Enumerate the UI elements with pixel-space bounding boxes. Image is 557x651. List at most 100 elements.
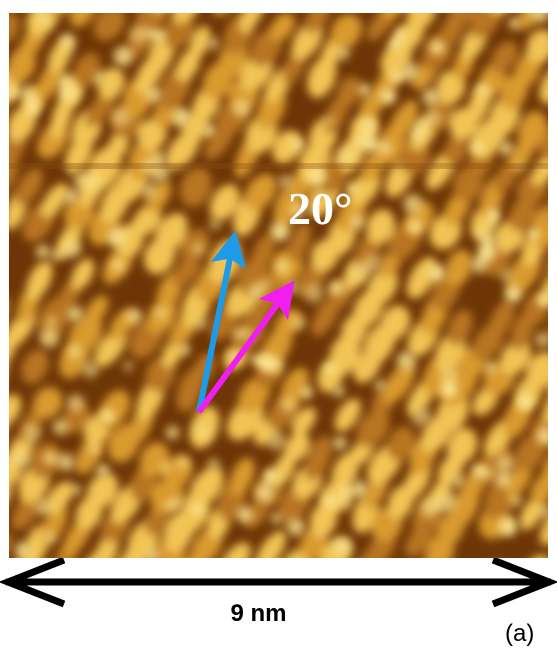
stm-bright-spot bbox=[306, 166, 327, 186]
stm-row-segment bbox=[269, 13, 295, 42]
stm-row-segment bbox=[21, 349, 49, 384]
stm-row-segment bbox=[304, 13, 331, 34]
stm-bright-spot bbox=[35, 244, 50, 259]
stm-bright-spot bbox=[498, 517, 518, 537]
stm-row-segment bbox=[45, 481, 74, 514]
stm-bright-spot bbox=[407, 219, 423, 235]
stm-bright-spot bbox=[202, 124, 215, 137]
stm-row-segment bbox=[525, 352, 548, 390]
stm-bright-spot bbox=[100, 409, 115, 423]
stm-row-segment bbox=[367, 13, 399, 41]
stm-row-segment bbox=[281, 367, 309, 407]
stm-bright-spot bbox=[336, 147, 356, 166]
stm-bright-spot bbox=[510, 494, 522, 507]
stm-bright-spot bbox=[377, 140, 393, 156]
stm-row-segment bbox=[304, 436, 332, 481]
stm-row-segment bbox=[244, 173, 277, 211]
stm-row-segment bbox=[93, 13, 126, 41]
stm-row-segment bbox=[470, 13, 504, 38]
stm-bright-spot bbox=[419, 498, 439, 518]
stm-bright-spot bbox=[514, 161, 525, 172]
stm-bright-spot bbox=[158, 461, 172, 475]
scale-label-row: 9 nm bbox=[0, 602, 557, 626]
stm-row-segment bbox=[380, 305, 411, 340]
stm-bright-spot bbox=[236, 506, 253, 523]
stm-bright-spot bbox=[63, 188, 79, 205]
stm-bright-spot bbox=[470, 140, 485, 154]
stm-bright-spot bbox=[126, 308, 143, 325]
stm-bright-spot bbox=[206, 37, 220, 50]
stm-bright-spot bbox=[337, 46, 350, 60]
stm-bright-spot bbox=[440, 381, 458, 399]
stm-bright-spot bbox=[113, 46, 134, 66]
stm-row-segment bbox=[173, 254, 201, 287]
stm-bright-spot bbox=[45, 316, 57, 328]
stm-row-segment bbox=[15, 168, 43, 206]
stm-row-segment bbox=[26, 260, 53, 301]
stm-bright-spot bbox=[333, 386, 345, 397]
stm-bright-spot bbox=[439, 366, 459, 386]
stm-row-segment bbox=[9, 13, 20, 44]
stm-row-segment bbox=[539, 64, 548, 104]
stm-row-segment bbox=[531, 204, 548, 250]
stm-bright-spot bbox=[396, 351, 416, 371]
stm-row-segment bbox=[366, 209, 395, 244]
stm-row-segment bbox=[146, 181, 172, 213]
stm-bright-spot bbox=[517, 393, 534, 410]
stm-bright-spot bbox=[379, 88, 396, 105]
stm-row-segment bbox=[255, 530, 286, 558]
stm-bright-spot bbox=[165, 425, 180, 440]
stm-image bbox=[9, 13, 548, 558]
stm-bright-spot bbox=[35, 498, 53, 517]
stm-bright-spot bbox=[209, 218, 221, 230]
scale-bar bbox=[0, 558, 557, 608]
stm-bright-spot bbox=[270, 512, 282, 525]
stm-row-segment bbox=[239, 13, 267, 34]
stm-bright-spot bbox=[275, 259, 291, 274]
stm-row-segment bbox=[330, 13, 362, 50]
stm-row-segment bbox=[209, 184, 240, 221]
stm-bright-spot bbox=[149, 162, 170, 183]
panel-label: (a) bbox=[505, 620, 535, 647]
stm-bright-spot bbox=[496, 454, 515, 473]
stm-bright-spot bbox=[289, 137, 304, 151]
stm-bright-spot bbox=[476, 82, 492, 99]
stm-row-segment bbox=[382, 363, 415, 404]
stm-bright-spot bbox=[304, 284, 324, 304]
stm-bright-spot bbox=[176, 456, 190, 470]
stm-bright-spot bbox=[107, 227, 127, 247]
stm-bright-spot bbox=[403, 193, 423, 213]
stm-bright-spot bbox=[358, 116, 377, 134]
stm-row-segment bbox=[490, 41, 518, 73]
stm-row-segment bbox=[407, 13, 436, 29]
stm-row-segment bbox=[40, 183, 69, 218]
stm-bright-spot bbox=[430, 40, 445, 55]
stm-row-segment bbox=[179, 167, 212, 207]
stm-bright-spot bbox=[110, 107, 131, 127]
stm-row-segment bbox=[163, 13, 194, 49]
stm-row-segment bbox=[539, 505, 548, 546]
stm-row-segment bbox=[539, 124, 548, 161]
angle-label: 20° bbox=[288, 183, 353, 234]
stm-bright-spot bbox=[339, 497, 352, 511]
stm-row-segment bbox=[219, 542, 251, 558]
stm-row-segment bbox=[530, 473, 548, 506]
stm-bright-spot bbox=[399, 62, 419, 82]
stm-row-segment bbox=[71, 258, 95, 290]
stm-row-segment bbox=[444, 132, 469, 166]
stm-row-segment bbox=[69, 13, 97, 28]
stm-bright-spot bbox=[195, 424, 210, 439]
stm-bright-spot bbox=[232, 99, 251, 118]
stm-bright-spot bbox=[67, 394, 85, 412]
stm-bright-spot bbox=[51, 249, 63, 262]
stm-bright-spot bbox=[43, 451, 57, 465]
stm-bright-spot bbox=[207, 458, 220, 470]
stm-scan-line bbox=[9, 163, 548, 169]
stm-bright-spot bbox=[179, 344, 190, 356]
stm-row-segment bbox=[256, 89, 286, 130]
stm-row-segment bbox=[283, 432, 310, 462]
stm-row-segment bbox=[251, 234, 275, 271]
scale-left-arrowhead-icon bbox=[0, 558, 66, 608]
stm-bright-spot bbox=[495, 471, 512, 488]
stm-bright-spot bbox=[171, 107, 192, 128]
